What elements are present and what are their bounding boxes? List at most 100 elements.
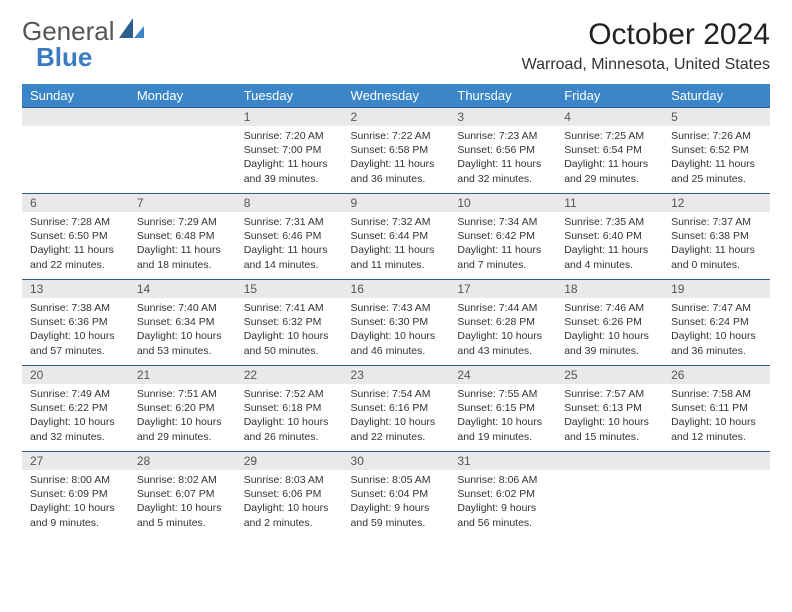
day-body: Sunrise: 7:26 AMSunset: 6:52 PMDaylight:… bbox=[663, 126, 770, 192]
calendar-day-cell: 25Sunrise: 7:57 AMSunset: 6:13 PMDayligh… bbox=[556, 366, 663, 452]
day-number: 1 bbox=[236, 108, 343, 126]
brand-word-2: Blue bbox=[36, 44, 145, 70]
day-number: 9 bbox=[343, 194, 450, 212]
daylight-line: Daylight: 11 hours and 29 minutes. bbox=[564, 157, 655, 185]
sunset-line: Sunset: 6:34 PM bbox=[137, 315, 228, 329]
daylight-line: Daylight: 10 hours and 46 minutes. bbox=[351, 329, 442, 357]
sunset-line: Sunset: 6:24 PM bbox=[671, 315, 762, 329]
sunrise-line: Sunrise: 7:44 AM bbox=[457, 301, 548, 315]
day-number: 7 bbox=[129, 194, 236, 212]
calendar-day-cell: 16Sunrise: 7:43 AMSunset: 6:30 PMDayligh… bbox=[343, 280, 450, 366]
daylight-line: Daylight: 11 hours and 0 minutes. bbox=[671, 243, 762, 271]
day-body: Sunrise: 7:25 AMSunset: 6:54 PMDaylight:… bbox=[556, 126, 663, 192]
day-number bbox=[556, 452, 663, 470]
sunrise-line: Sunrise: 7:46 AM bbox=[564, 301, 655, 315]
daylight-line: Daylight: 11 hours and 11 minutes. bbox=[351, 243, 442, 271]
title-block: October 2024 Warroad, Minnesota, United … bbox=[522, 18, 770, 74]
day-number: 17 bbox=[449, 280, 556, 298]
calendar-day-cell: 29Sunrise: 8:03 AMSunset: 6:06 PMDayligh… bbox=[236, 452, 343, 538]
day-number bbox=[663, 452, 770, 470]
day-number bbox=[22, 108, 129, 126]
day-header: Wednesday bbox=[343, 84, 450, 108]
calendar-week-row: 27Sunrise: 8:00 AMSunset: 6:09 PMDayligh… bbox=[22, 452, 770, 538]
day-number: 28 bbox=[129, 452, 236, 470]
day-number: 25 bbox=[556, 366, 663, 384]
sunrise-line: Sunrise: 7:32 AM bbox=[351, 215, 442, 229]
calendar-day-cell: 3Sunrise: 7:23 AMSunset: 6:56 PMDaylight… bbox=[449, 108, 556, 194]
day-header: Saturday bbox=[663, 84, 770, 108]
day-body: Sunrise: 7:57 AMSunset: 6:13 PMDaylight:… bbox=[556, 384, 663, 450]
calendar-day-cell: 23Sunrise: 7:54 AMSunset: 6:16 PMDayligh… bbox=[343, 366, 450, 452]
day-number: 11 bbox=[556, 194, 663, 212]
sunset-line: Sunset: 6:50 PM bbox=[30, 229, 121, 243]
sunset-line: Sunset: 6:28 PM bbox=[457, 315, 548, 329]
day-number: 18 bbox=[556, 280, 663, 298]
daylight-line: Daylight: 11 hours and 32 minutes. bbox=[457, 157, 548, 185]
daylight-line: Daylight: 11 hours and 25 minutes. bbox=[671, 157, 762, 185]
calendar-day-cell: 24Sunrise: 7:55 AMSunset: 6:15 PMDayligh… bbox=[449, 366, 556, 452]
day-body: Sunrise: 8:06 AMSunset: 6:02 PMDaylight:… bbox=[449, 470, 556, 536]
daylight-line: Daylight: 10 hours and 50 minutes. bbox=[244, 329, 335, 357]
sunrise-line: Sunrise: 7:29 AM bbox=[137, 215, 228, 229]
sunset-line: Sunset: 6:06 PM bbox=[244, 487, 335, 501]
sunset-line: Sunset: 6:20 PM bbox=[137, 401, 228, 415]
day-header: Monday bbox=[129, 84, 236, 108]
daylight-line: Daylight: 10 hours and 9 minutes. bbox=[30, 501, 121, 529]
day-number bbox=[129, 108, 236, 126]
calendar-day-cell: 20Sunrise: 7:49 AMSunset: 6:22 PMDayligh… bbox=[22, 366, 129, 452]
page-title: October 2024 bbox=[522, 18, 770, 52]
sunrise-line: Sunrise: 8:06 AM bbox=[457, 473, 548, 487]
sunset-line: Sunset: 6:58 PM bbox=[351, 143, 442, 157]
daylight-line: Daylight: 11 hours and 14 minutes. bbox=[244, 243, 335, 271]
sunrise-line: Sunrise: 7:35 AM bbox=[564, 215, 655, 229]
day-number: 19 bbox=[663, 280, 770, 298]
sunrise-line: Sunrise: 7:55 AM bbox=[457, 387, 548, 401]
day-number: 16 bbox=[343, 280, 450, 298]
sunset-line: Sunset: 6:04 PM bbox=[351, 487, 442, 501]
sunset-line: Sunset: 6:52 PM bbox=[671, 143, 762, 157]
sunrise-line: Sunrise: 8:03 AM bbox=[244, 473, 335, 487]
day-body: Sunrise: 7:29 AMSunset: 6:48 PMDaylight:… bbox=[129, 212, 236, 278]
sunrise-line: Sunrise: 8:00 AM bbox=[30, 473, 121, 487]
brand-logo: General Blue bbox=[22, 18, 145, 70]
location-subtitle: Warroad, Minnesota, United States bbox=[522, 56, 770, 74]
daylight-line: Daylight: 10 hours and 26 minutes. bbox=[244, 415, 335, 443]
calendar-week-row: 1Sunrise: 7:20 AMSunset: 7:00 PMDaylight… bbox=[22, 108, 770, 194]
day-body: Sunrise: 7:37 AMSunset: 6:38 PMDaylight:… bbox=[663, 212, 770, 278]
sunset-line: Sunset: 6:30 PM bbox=[351, 315, 442, 329]
day-number: 2 bbox=[343, 108, 450, 126]
calendar-week-row: 6Sunrise: 7:28 AMSunset: 6:50 PMDaylight… bbox=[22, 194, 770, 280]
sunrise-line: Sunrise: 7:52 AM bbox=[244, 387, 335, 401]
sunrise-line: Sunrise: 7:40 AM bbox=[137, 301, 228, 315]
day-header: Sunday bbox=[22, 84, 129, 108]
calendar-day-cell: 8Sunrise: 7:31 AMSunset: 6:46 PMDaylight… bbox=[236, 194, 343, 280]
sunrise-line: Sunrise: 7:28 AM bbox=[30, 215, 121, 229]
calendar-day-cell: 21Sunrise: 7:51 AMSunset: 6:20 PMDayligh… bbox=[129, 366, 236, 452]
calendar-day-cell: 2Sunrise: 7:22 AMSunset: 6:58 PMDaylight… bbox=[343, 108, 450, 194]
daylight-line: Daylight: 11 hours and 4 minutes. bbox=[564, 243, 655, 271]
calendar-day-cell: 6Sunrise: 7:28 AMSunset: 6:50 PMDaylight… bbox=[22, 194, 129, 280]
sunrise-line: Sunrise: 7:54 AM bbox=[351, 387, 442, 401]
day-header-row: Sunday Monday Tuesday Wednesday Thursday… bbox=[22, 84, 770, 108]
sunset-line: Sunset: 6:42 PM bbox=[457, 229, 548, 243]
calendar-week-row: 13Sunrise: 7:38 AMSunset: 6:36 PMDayligh… bbox=[22, 280, 770, 366]
calendar-day-cell: 12Sunrise: 7:37 AMSunset: 6:38 PMDayligh… bbox=[663, 194, 770, 280]
sunset-line: Sunset: 6:07 PM bbox=[137, 487, 228, 501]
sunset-line: Sunset: 6:36 PM bbox=[30, 315, 121, 329]
calendar-day-cell: 10Sunrise: 7:34 AMSunset: 6:42 PMDayligh… bbox=[449, 194, 556, 280]
sunrise-line: Sunrise: 7:49 AM bbox=[30, 387, 121, 401]
day-number: 30 bbox=[343, 452, 450, 470]
day-body: Sunrise: 7:32 AMSunset: 6:44 PMDaylight:… bbox=[343, 212, 450, 278]
day-body: Sunrise: 7:47 AMSunset: 6:24 PMDaylight:… bbox=[663, 298, 770, 364]
sunset-line: Sunset: 6:22 PM bbox=[30, 401, 121, 415]
day-number: 24 bbox=[449, 366, 556, 384]
calendar-day-cell: 14Sunrise: 7:40 AMSunset: 6:34 PMDayligh… bbox=[129, 280, 236, 366]
day-body: Sunrise: 7:52 AMSunset: 6:18 PMDaylight:… bbox=[236, 384, 343, 450]
day-body: Sunrise: 8:02 AMSunset: 6:07 PMDaylight:… bbox=[129, 470, 236, 536]
day-number: 31 bbox=[449, 452, 556, 470]
sunrise-line: Sunrise: 7:25 AM bbox=[564, 129, 655, 143]
sunset-line: Sunset: 6:48 PM bbox=[137, 229, 228, 243]
calendar-day-cell: 7Sunrise: 7:29 AMSunset: 6:48 PMDaylight… bbox=[129, 194, 236, 280]
day-body: Sunrise: 7:49 AMSunset: 6:22 PMDaylight:… bbox=[22, 384, 129, 450]
day-number: 14 bbox=[129, 280, 236, 298]
